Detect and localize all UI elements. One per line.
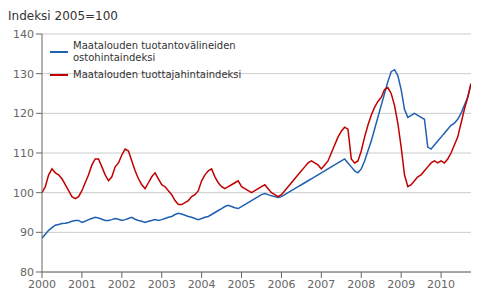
svg-text:2007: 2007	[307, 278, 335, 291]
svg-text:2004: 2004	[188, 278, 216, 291]
svg-text:2000: 2000	[28, 278, 56, 291]
svg-text:2001: 2001	[68, 278, 96, 291]
svg-text:2003: 2003	[148, 278, 176, 291]
html-text:Indeksi 2005=100: Indeksi 2005=100	[8, 9, 118, 23]
svg-text:2010: 2010	[427, 278, 455, 291]
svg-text:120: 120	[13, 107, 34, 120]
svg-text:110: 110	[13, 147, 34, 160]
html-text:Maatalouden tuottajahintaindek: Maatalouden tuottajahintaindeksi	[73, 69, 242, 80]
html-text:Maatalouden tuotantovälineiden: Maatalouden tuotantovälineiden ostohinta…	[73, 40, 236, 63]
svg-text:130: 130	[13, 68, 34, 81]
svg-text:80: 80	[20, 266, 34, 279]
svg-text:100: 100	[13, 187, 34, 200]
svg-text:2002: 2002	[108, 278, 136, 291]
svg-text:2008: 2008	[347, 278, 375, 291]
svg-text:140: 140	[13, 28, 34, 41]
svg-text:2009: 2009	[387, 278, 415, 291]
svg-text:2005: 2005	[228, 278, 256, 291]
svg-text:90: 90	[20, 226, 34, 239]
svg-text:2006: 2006	[267, 278, 295, 291]
